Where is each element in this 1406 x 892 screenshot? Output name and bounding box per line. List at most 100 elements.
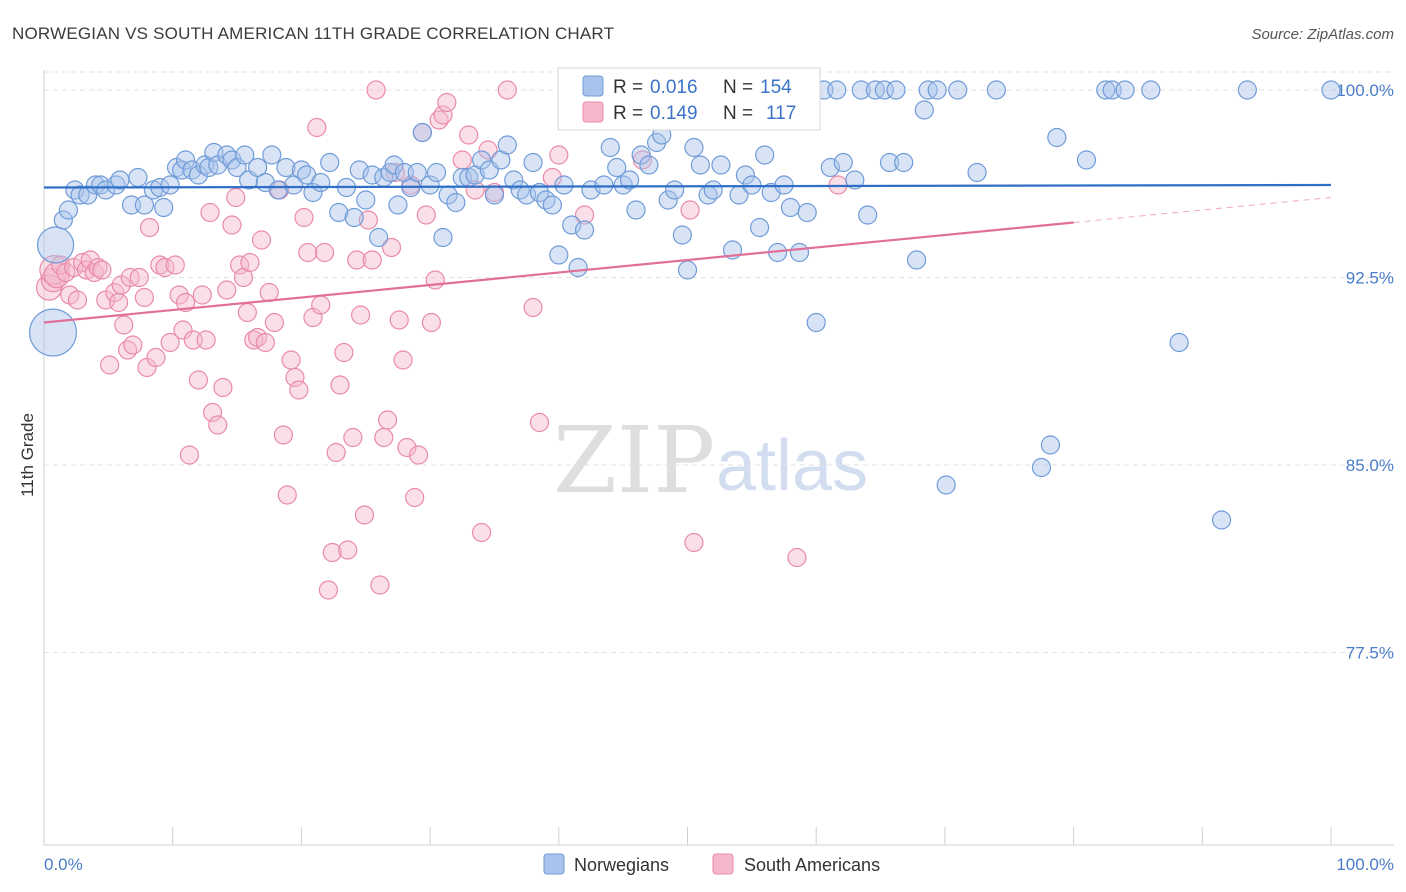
- south-americans-point-107: [497, 80, 517, 100]
- south-americans-point-63: [289, 380, 309, 400]
- norwegians-point-107: [742, 175, 762, 195]
- x-tick-right: 100.0%: [1336, 855, 1394, 874]
- south-americans-point-89: [393, 350, 413, 370]
- south-americans-point-100: [437, 92, 457, 113]
- south-americans-point-34: [173, 320, 193, 340]
- norwegians-point-130: [914, 100, 934, 120]
- south-americans-point-68: [311, 295, 331, 315]
- stats-n-value-blue: 154: [760, 77, 792, 98]
- norwegians-point-96: [665, 180, 685, 200]
- norwegians-point-54: [388, 195, 408, 215]
- norwegians-point-99: [684, 137, 704, 158]
- south-americans-point-82: [366, 80, 386, 100]
- norwegians-point-1: [36, 226, 75, 264]
- stats-r-value-blue: 0.016: [650, 77, 698, 98]
- norwegians-point-147: [1237, 80, 1257, 100]
- south-americans-point-93: [408, 445, 429, 465]
- norwegians-point-17: [154, 197, 174, 218]
- south-americans-point-57: [264, 312, 284, 333]
- legend-swatch-south-americans[interactable]: [712, 853, 734, 875]
- x-tick-left: 0.0%: [44, 855, 83, 874]
- south-americans-point-27: [139, 217, 160, 238]
- south-americans-point-35: [175, 292, 196, 313]
- south-americans-point-84: [374, 427, 394, 448]
- norwegians-point-36: [268, 180, 288, 200]
- south-americans-point-59: [273, 425, 293, 445]
- norwegians-point-9: [96, 180, 116, 200]
- norwegians-point-22: [182, 160, 202, 180]
- norwegians-point-58: [412, 122, 432, 143]
- y-tick-label-2: 85.0%: [1346, 456, 1394, 475]
- norwegians-point-5: [70, 185, 90, 205]
- south-americans-point-29: [150, 255, 170, 275]
- stats-n-label-blue: N =: [723, 77, 753, 98]
- south-americans-point-60: [277, 485, 297, 505]
- south-americans-point-32: [165, 255, 185, 275]
- legend-label-south-americans[interactable]: South Americans: [744, 855, 880, 875]
- south-americans-point-17: [105, 282, 125, 303]
- watermark-zip: ZIP: [553, 407, 715, 514]
- norwegians-point-14: [134, 195, 154, 215]
- norwegians-point-80: [554, 175, 574, 195]
- norwegians-point-141: [1096, 80, 1116, 100]
- norwegians-point-67: [471, 150, 492, 170]
- norwegians-point-44: [329, 202, 349, 223]
- south-americans-point-39: [192, 285, 212, 305]
- y-tick-label-0: 100.0%: [1336, 81, 1394, 100]
- norwegians-point-61: [433, 227, 453, 248]
- south-americans-point-97: [425, 270, 445, 290]
- stats-swatch-pink: [582, 101, 604, 123]
- norwegians-point-97: [672, 225, 692, 245]
- south-americans-point-74: [334, 342, 354, 363]
- legend-label-norwegians[interactable]: Norwegians: [574, 855, 669, 875]
- south-americans-point-76: [343, 427, 363, 448]
- legend: Norwegians South Americans: [543, 853, 880, 875]
- south-americans-point-101: [452, 150, 472, 170]
- south-americans-point-10: [76, 260, 97, 280]
- norwegians-point-92: [639, 155, 659, 175]
- south-americans-point-95: [416, 205, 436, 225]
- south-americans-point-85: [378, 410, 398, 430]
- stats-n-value-pink: 117: [766, 103, 796, 124]
- norwegians-point-118: [820, 157, 840, 178]
- norwegians-point-37: [276, 157, 296, 178]
- south-americans-point-78: [351, 305, 371, 325]
- norwegians-point-18: [160, 175, 180, 195]
- norwegians-point-76: [529, 182, 550, 203]
- legend-swatch-norwegians[interactable]: [543, 853, 565, 875]
- south-americans-point-70: [318, 580, 339, 600]
- norwegians-point-103: [711, 155, 731, 175]
- south-americans-point-104: [471, 522, 492, 543]
- south-americans-point-80: [358, 210, 378, 230]
- norwegians-point-71: [497, 135, 517, 155]
- south-americans-point-40: [196, 330, 216, 350]
- norwegians-point-57: [407, 162, 427, 183]
- south-americans-point-79: [354, 505, 375, 525]
- norwegians-point-95: [658, 190, 678, 210]
- norwegians-point-108: [749, 217, 770, 238]
- norwegians-point-127: [886, 80, 906, 100]
- south-americans-point-96: [421, 312, 441, 333]
- south-americans-point-77: [347, 250, 367, 270]
- south-americans-point-8: [67, 290, 88, 310]
- norwegians-point-2: [53, 210, 73, 230]
- chart-title: NORWEGIAN VS SOUTH AMERICAN 11TH GRADE C…: [12, 24, 614, 43]
- south-americans-point-109: [529, 412, 550, 433]
- norwegians-point-79: [549, 245, 569, 265]
- norwegians-point-132: [927, 80, 947, 100]
- south-americans-point-64: [294, 207, 314, 228]
- norwegians-point-134: [948, 80, 968, 100]
- south-americans-point-41: [200, 202, 220, 223]
- norwegians-point-63: [446, 192, 466, 213]
- norwegians-point-83: [574, 220, 595, 240]
- norwegians-point-86: [600, 137, 620, 158]
- south-americans-point-54: [251, 230, 272, 250]
- south-americans-point-69: [314, 242, 335, 263]
- gridlines: [44, 71, 1394, 653]
- norwegians-point-23: [188, 165, 209, 185]
- norwegians-point-35: [262, 145, 282, 165]
- south-americans-point-50: [237, 302, 257, 323]
- norwegians-point-100: [690, 155, 710, 175]
- norwegians-point-90: [626, 200, 646, 220]
- south-americans-point-14: [92, 260, 112, 280]
